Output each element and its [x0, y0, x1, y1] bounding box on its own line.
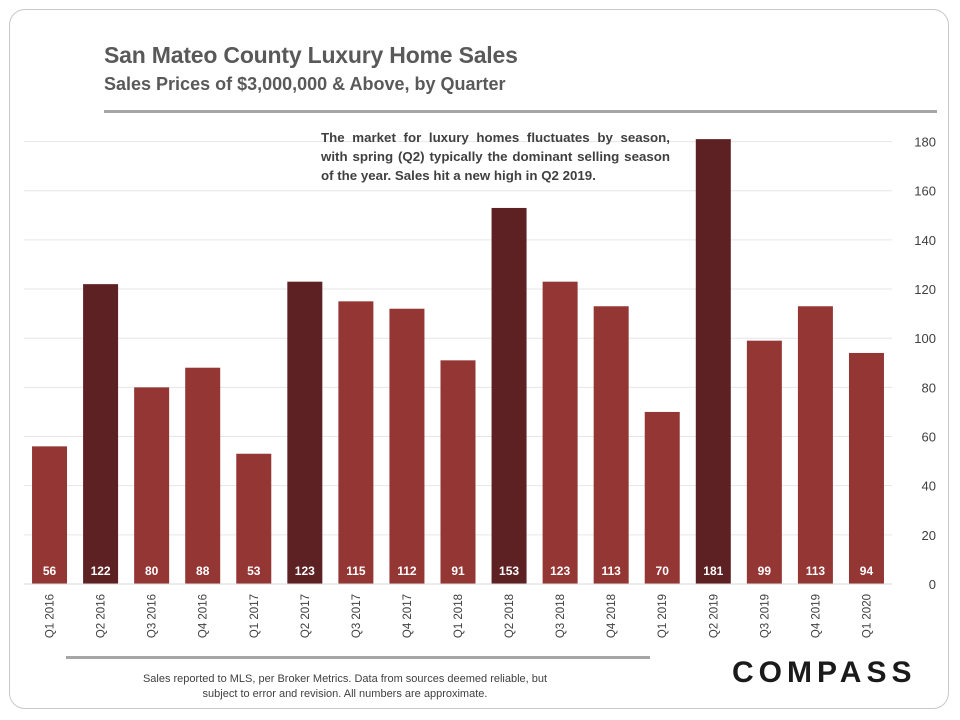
- y-tick-label: 120: [914, 282, 936, 297]
- data-label: 113: [601, 564, 621, 578]
- bar: [338, 301, 374, 584]
- x-tick-label: Q1 2017: [249, 594, 261, 638]
- x-tick-label: Q4 2018: [606, 594, 618, 638]
- x-tick-label: Q2 2019: [708, 594, 720, 638]
- data-label: 80: [145, 564, 159, 578]
- data-label: 113: [806, 564, 826, 578]
- x-tick-label: Q3 2018: [555, 594, 567, 638]
- x-tick-label: Q1 2016: [45, 594, 57, 638]
- data-label: 123: [295, 564, 315, 578]
- bar: [491, 207, 527, 584]
- data-label: 122: [91, 564, 111, 578]
- bar: [644, 411, 680, 584]
- footnote-line-2: subject to error and revision. All numbe…: [202, 688, 488, 700]
- x-tick-label: Q2 2018: [504, 594, 516, 638]
- bar: [593, 306, 629, 584]
- x-tick-label: Q2 2016: [96, 594, 108, 638]
- data-label: 99: [758, 564, 772, 578]
- bar: [695, 139, 731, 585]
- x-tick-label: Q3 2016: [147, 594, 159, 638]
- x-tick-label: Q3 2019: [759, 594, 771, 638]
- data-label: 181: [703, 564, 723, 578]
- bar: [797, 306, 833, 584]
- y-tick-label: 80: [922, 380, 936, 395]
- x-tick-label: Q4 2019: [810, 594, 822, 638]
- x-tick-label: Q4 2016: [198, 594, 210, 638]
- y-tick-label: 0: [929, 577, 936, 592]
- title-divider: [104, 110, 937, 113]
- bar: [848, 352, 884, 584]
- data-label: 94: [860, 564, 874, 578]
- x-tick-label: Q1 2020: [861, 594, 873, 638]
- bar: [83, 284, 119, 584]
- footer-divider: [66, 656, 650, 659]
- data-label: 56: [43, 564, 57, 578]
- source-footnote: Sales reported to MLS, per Broker Metric…: [95, 672, 595, 702]
- y-tick-label: 40: [922, 479, 936, 494]
- bar: [134, 387, 170, 584]
- bar: [746, 340, 782, 584]
- data-label: 112: [397, 564, 417, 578]
- data-label: 53: [247, 564, 261, 578]
- slide-frame: [9, 9, 949, 709]
- chart-annotation: The market for luxury homes fluctuates b…: [321, 130, 670, 183]
- x-tick-label: Q4 2017: [402, 594, 414, 638]
- bar: [389, 308, 425, 584]
- data-label: 123: [550, 564, 570, 578]
- x-tick-label: Q2 2017: [300, 594, 312, 638]
- y-tick-label: 180: [914, 135, 936, 150]
- bar: [185, 367, 221, 584]
- x-tick-label: Q1 2018: [453, 594, 465, 638]
- chart-title: San Mateo County Luxury Home Sales: [104, 42, 518, 68]
- y-tick-label: 60: [922, 430, 936, 445]
- bar: [287, 281, 323, 584]
- bar: [542, 281, 578, 584]
- data-label: 91: [451, 564, 465, 578]
- bar: [440, 360, 476, 584]
- chart-subtitle: Sales Prices of $3,000,000 & Above, by Q…: [104, 74, 506, 94]
- data-label: 115: [346, 564, 366, 578]
- x-tick-label: Q3 2017: [351, 594, 363, 638]
- y-tick-label: 140: [914, 233, 936, 248]
- bar: [32, 446, 68, 584]
- compass-logo: COMPASS: [732, 656, 917, 689]
- data-label: 153: [499, 564, 519, 578]
- x-tick-label: Q1 2019: [657, 594, 669, 638]
- data-label: 88: [196, 564, 210, 578]
- y-tick-label: 160: [914, 184, 936, 199]
- y-tick-label: 100: [914, 331, 936, 346]
- footnote-line-1: Sales reported to MLS, per Broker Metric…: [142, 673, 548, 685]
- y-tick-label: 20: [922, 528, 936, 543]
- data-label: 70: [656, 564, 670, 578]
- bar: [236, 453, 272, 584]
